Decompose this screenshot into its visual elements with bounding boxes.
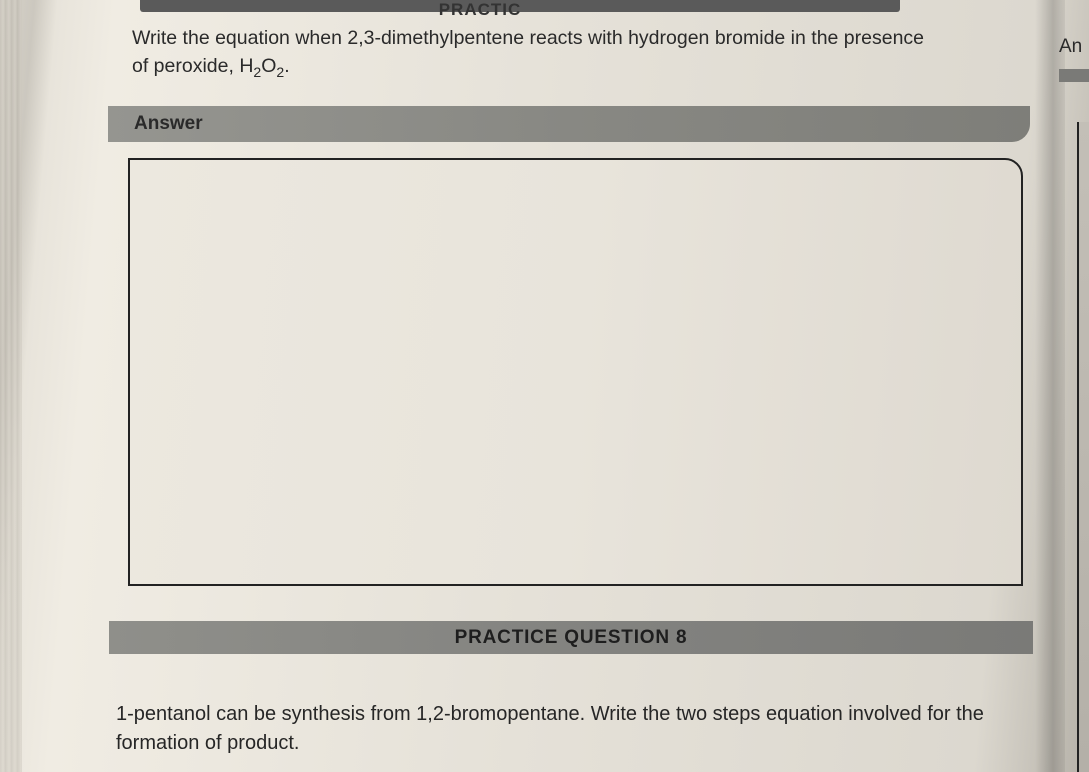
right-page-box-fragment: [1077, 122, 1089, 772]
top-practice-label-partial: PRACTIC: [395, 0, 565, 20]
answer-label: Answer: [134, 113, 203, 135]
question-7-line2-suffix: .: [284, 55, 289, 77]
practice-question-8-bar: PRACTICE QUESTION 8: [109, 621, 1033, 654]
answer-header-bar: Answer: [108, 106, 1030, 142]
practice-question-8-label: PRACTICE QUESTION 8: [455, 627, 688, 649]
textbook-page: PRACTIC Write the equation when 2,3-dime…: [0, 0, 1089, 772]
question-7-line2-mid: O: [261, 55, 276, 77]
page-left-edge: [0, 0, 22, 772]
question-8-text: 1-pentanol can be synthesis from 1,2-bro…: [116, 700, 1036, 758]
book-spine-shadow: [1035, 0, 1065, 772]
right-page-cut-text: An: [1059, 36, 1089, 58]
right-page-bar-fragment: [1059, 69, 1089, 82]
question-7-line2-prefix: of peroxide, H: [132, 55, 253, 77]
question-7-text: Write the equation when 2,3-dimethylpent…: [132, 24, 1012, 83]
question-7-line1: Write the equation when 2,3-dimethylpent…: [132, 27, 924, 49]
answer-box: [128, 158, 1023, 586]
